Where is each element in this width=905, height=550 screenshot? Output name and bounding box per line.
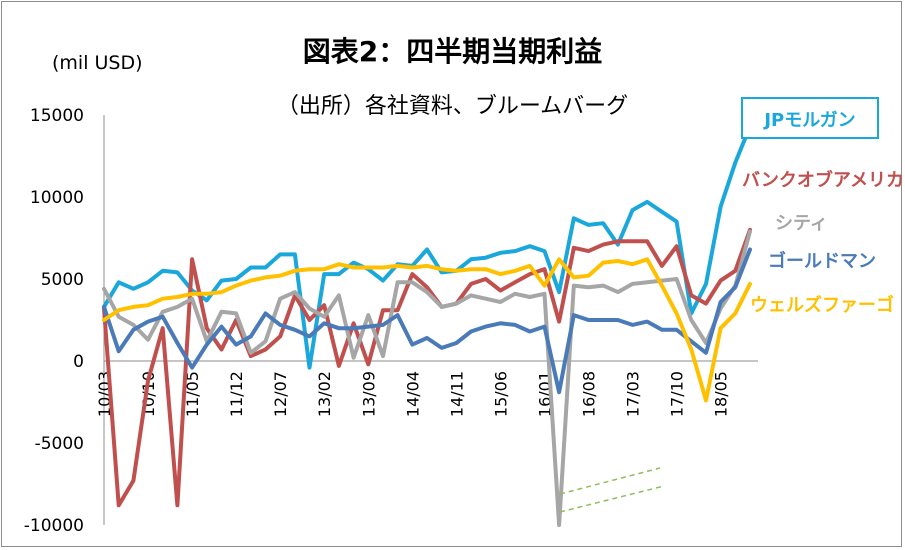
y-axis-unit-label: (mil USD)	[52, 52, 143, 74]
x-tick-label: 13/09	[359, 371, 378, 417]
x-tick-label: 14/11	[447, 371, 466, 417]
x-tick-label: 17/10	[668, 371, 687, 417]
legend-label: バンクオブアメリカ	[742, 169, 904, 191]
y-tick-label: -10000	[24, 516, 84, 536]
legend-label: ゴールドマン	[768, 250, 876, 272]
y-tick-label: 15000	[30, 106, 84, 126]
series-line-0	[102, 124, 752, 370]
legend-box	[741, 97, 879, 139]
y-tick-label: 10000	[30, 188, 84, 208]
x-tick-label: 15/06	[491, 371, 510, 417]
x-tick-label: 17/03	[624, 371, 643, 417]
y-tick-label: -5000	[35, 434, 84, 454]
x-tick-label: 11/12	[227, 371, 246, 417]
axis-break-mark	[559, 467, 661, 495]
x-tick-label: 16/08	[580, 371, 599, 417]
series-line-4	[102, 257, 752, 403]
x-tick-label: 13/02	[315, 371, 334, 417]
y-tick-label: 5000	[41, 270, 84, 290]
x-tick-label: 11/05	[183, 371, 202, 417]
legend-label: ウェルズファーゴ	[750, 294, 894, 316]
chart-subtitle: （出所）各社資料、ブルームバーグ	[276, 94, 629, 119]
y-tick-label: 0	[73, 352, 84, 372]
legend-label: JPモルガン	[762, 110, 855, 131]
x-tick-label: 14/04	[403, 371, 422, 417]
legend-label: シティ	[775, 213, 828, 234]
x-tick-label: 12/07	[271, 371, 290, 417]
series-line-2	[102, 229, 752, 527]
series-line-3	[102, 247, 752, 395]
x-tick-label: 18/05	[712, 371, 731, 417]
axis-break-mark	[559, 485, 665, 513]
chart-title: 図表2：四半期当期利益	[302, 35, 603, 68]
